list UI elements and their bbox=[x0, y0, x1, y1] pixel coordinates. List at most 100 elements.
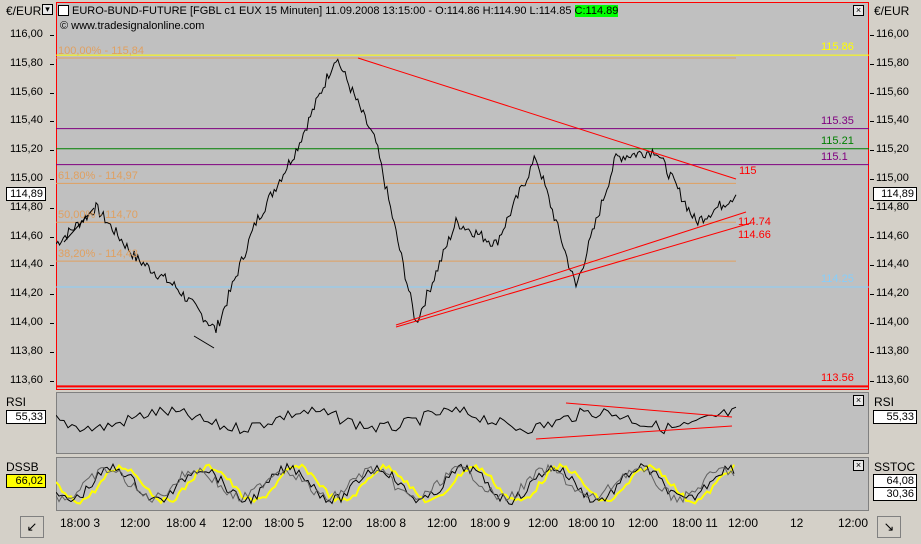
price-series-line bbox=[56, 58, 737, 334]
fib-label: 50,00% - 114,70 bbox=[58, 209, 138, 222]
left-price-tick: 116,00 bbox=[10, 28, 54, 40]
x-axis-tick: 12:00 bbox=[838, 516, 869, 530]
rsi-line bbox=[56, 406, 737, 435]
left-axis bbox=[0, 0, 56, 512]
sstoc-label: SSTOC bbox=[874, 460, 916, 474]
price-chart bbox=[56, 54, 869, 388]
trend-label-11466: 114.66 bbox=[738, 229, 771, 241]
left-price-tick: 115,00 bbox=[10, 172, 54, 184]
sstoc-value-2: 30,36 bbox=[873, 487, 917, 501]
x-axis-tick: 18:00 5 bbox=[264, 516, 305, 530]
arrow-2 bbox=[193, 335, 215, 349]
watermark: © www.tradesignalonline.com bbox=[60, 20, 205, 32]
close-value: C:114.89 bbox=[574, 4, 619, 17]
right-price-tick: 114,60 bbox=[870, 229, 909, 242]
right-price-tick: 114,40 bbox=[870, 258, 909, 271]
right-price-tick: 113,60 bbox=[870, 373, 909, 386]
hline-label: 115.1 bbox=[821, 150, 848, 163]
x-axis-tick: 18:00 10 bbox=[568, 516, 615, 530]
x-axis-tick: 12:00 bbox=[528, 516, 559, 530]
price-panel[interactable] bbox=[56, 2, 869, 390]
fib-label: 61,80% - 114,97 bbox=[58, 170, 138, 183]
right-price-tick: 114,20 bbox=[870, 287, 909, 300]
x-axis-tick: 18:00 3 bbox=[60, 516, 101, 530]
x-axis-tick: 12:00 bbox=[120, 516, 151, 530]
left-price-tick: 115,80 bbox=[10, 56, 54, 69]
left-axis-unit: €/EUR bbox=[6, 4, 42, 18]
left-price-tick: 114,60 bbox=[10, 229, 54, 242]
left-price-tick: 114,20 bbox=[10, 287, 54, 300]
right-axis-unit: €/EUR bbox=[874, 4, 910, 18]
dssb-black-line bbox=[56, 462, 735, 506]
dssb-yellow-line bbox=[56, 462, 735, 505]
left-price-tick: 113,60 bbox=[10, 373, 54, 386]
trend-lines bbox=[357, 57, 752, 328]
hline-label: 114.25 bbox=[821, 273, 854, 285]
x-axis-tick: 12 bbox=[790, 516, 804, 530]
left-price-tick: 115,20 bbox=[10, 143, 54, 156]
fib-label: 38,20% - 114,43 bbox=[58, 248, 138, 261]
scroll-left-button[interactable]: ↙ bbox=[20, 516, 44, 538]
left-axis-menu-icon[interactable]: ▾ bbox=[42, 4, 53, 15]
x-axis-tick: 18:00 4 bbox=[166, 516, 207, 530]
rsi-trendline-upper bbox=[565, 402, 733, 418]
rsi-chart bbox=[56, 402, 737, 440]
scroll-right-button[interactable]: ↘ bbox=[877, 516, 901, 538]
chart-title: EURO-BUND-FUTURE [FGBL c1 EUX 15 Minuten… bbox=[72, 4, 572, 17]
rsi-trendline-lower bbox=[535, 425, 733, 440]
x-axis-tick: 12:00 bbox=[222, 516, 253, 530]
right-price-tick: 114,00 bbox=[870, 316, 909, 328]
chart-title-bar: EURO-BUND-FUTURE [FGBL c1 EUX 15 Minuten… bbox=[58, 3, 619, 18]
arrow-1 bbox=[63, 207, 95, 243]
dssb-chart bbox=[56, 462, 735, 506]
rsi-label-right: RSI bbox=[874, 395, 895, 409]
right-price-tick: 115,80 bbox=[870, 56, 909, 69]
right-axis bbox=[869, 0, 921, 512]
left-price-tick: 114,40 bbox=[10, 258, 54, 271]
hline-label: 113.56 bbox=[821, 372, 854, 385]
chart-visible-checkbox[interactable] bbox=[58, 5, 69, 16]
fib-label: 100,00% - 115,84 bbox=[58, 45, 145, 58]
current-price-left: 114,89 bbox=[6, 187, 46, 201]
annotation-arrows bbox=[63, 207, 215, 349]
left-price-tick: 115,40 bbox=[10, 114, 54, 127]
dssb-label: DSSB bbox=[6, 460, 39, 474]
dssb-panel-close-icon[interactable]: × bbox=[853, 460, 864, 471]
right-price-tick: 115,40 bbox=[870, 114, 909, 127]
horizontal-lines bbox=[56, 54, 869, 388]
x-axis-tick: 18:00 8 bbox=[366, 516, 407, 530]
upper-trendline bbox=[357, 57, 737, 180]
lower-trendline-1 bbox=[395, 211, 747, 326]
lower-trendline-2 bbox=[395, 222, 752, 328]
current-price-right: 114,89 bbox=[873, 187, 917, 201]
dssb-gray-line bbox=[56, 463, 735, 504]
rsi-label: RSI bbox=[6, 395, 27, 409]
x-axis-tick: 12:00 bbox=[728, 516, 759, 530]
left-price-tick: 113,80 bbox=[10, 344, 54, 357]
hline-label: 115.21 bbox=[821, 134, 854, 147]
left-price-tick: 115,60 bbox=[10, 85, 54, 98]
right-price-tick: 115,60 bbox=[870, 85, 909, 98]
x-axis-tick: 18:00 11 bbox=[672, 516, 718, 530]
hline-label: 115.86 bbox=[821, 41, 854, 54]
rsi-panel[interactable] bbox=[56, 392, 869, 454]
left-price-tick: 114,00 bbox=[10, 316, 54, 328]
right-price-tick: 116,00 bbox=[870, 28, 909, 40]
trend-label-115: 115 bbox=[739, 165, 757, 177]
x-axis-tick: 18:00 9 bbox=[470, 516, 511, 530]
dssb-value: 66,02 bbox=[6, 474, 46, 488]
price-panel-close-icon[interactable]: × bbox=[853, 5, 864, 16]
right-price-tick: 115,20 bbox=[870, 143, 909, 156]
sstoc-value-1: 64,08 bbox=[873, 474, 917, 488]
right-price-tick: 114,80 bbox=[870, 200, 909, 213]
x-axis-tick: 12:00 bbox=[427, 516, 458, 530]
right-price-tick: 115,00 bbox=[870, 172, 909, 184]
rsi-value: 55,33 bbox=[6, 410, 46, 424]
right-price-tick: 113,80 bbox=[870, 344, 909, 357]
trend-label-11474: 114.74 bbox=[738, 216, 771, 228]
hline-label: 115.35 bbox=[821, 114, 854, 127]
x-axis-tick: 12:00 bbox=[628, 516, 659, 530]
x-axis-tick: 12:00 bbox=[322, 516, 353, 530]
rsi-value-right: 55,33 bbox=[873, 410, 917, 424]
rsi-panel-close-icon[interactable]: × bbox=[853, 395, 864, 406]
